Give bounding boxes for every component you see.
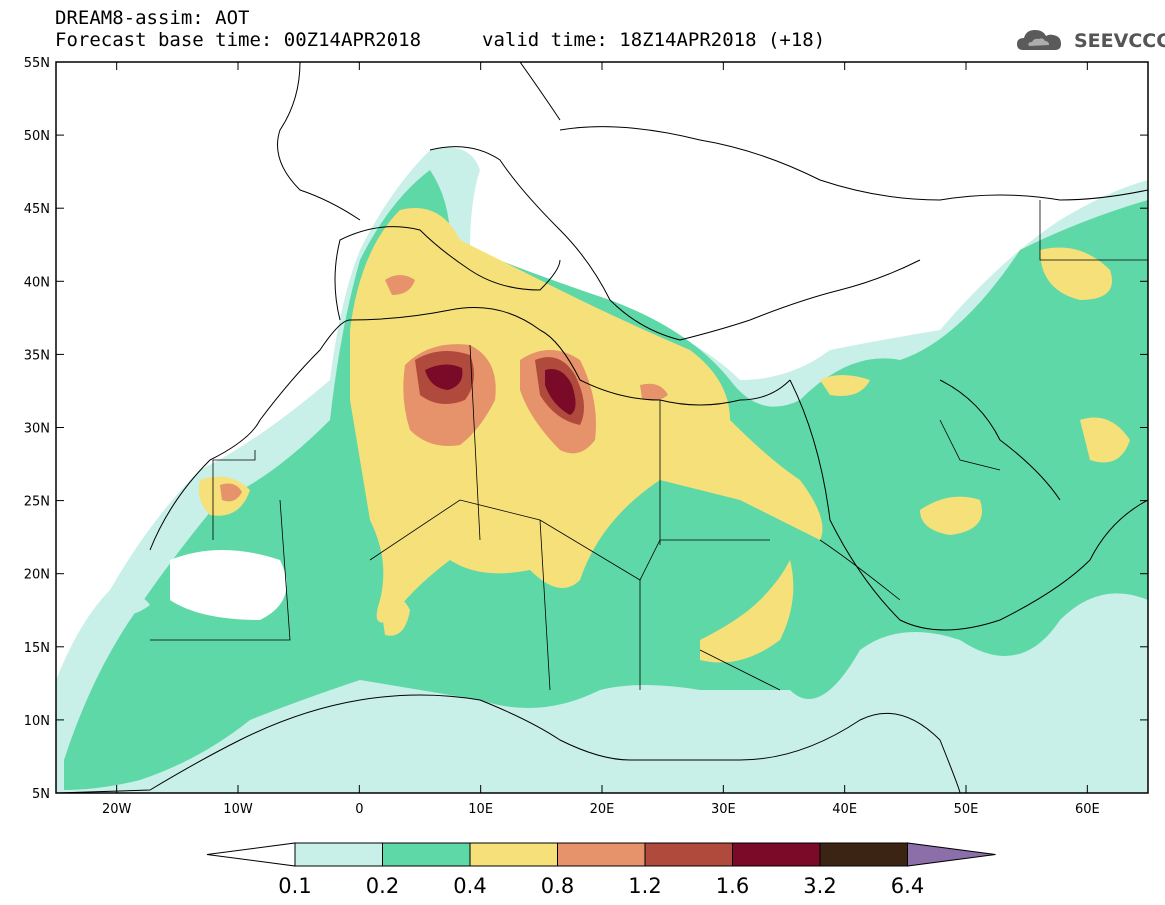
lat-tick-label: 30N (24, 422, 50, 437)
legend-level-label: 1.2 (628, 874, 661, 898)
legend-level-label: 0.1 (278, 874, 311, 898)
lat-tick-label: 10N (24, 714, 50, 729)
legend-level-label: 0.2 (366, 874, 399, 898)
legend-level-label: 3.2 (803, 874, 836, 898)
legend-swatch (382, 842, 471, 867)
lat-tick-label: 55N (24, 56, 50, 71)
lat-tick-label: 35N (24, 348, 50, 363)
lon-tick-label: 20E (590, 802, 615, 817)
map-title: DREAM8-assim: AOT (55, 7, 250, 29)
legend-level-label: 0.8 (541, 874, 574, 898)
legend-arrow-low (206, 842, 296, 867)
legend-level-label: 0.4 (453, 874, 486, 898)
lat-tick-label: 50N (24, 129, 50, 144)
lat-tick-label: 20N (24, 568, 50, 583)
lon-tick-label: 10W (223, 802, 253, 817)
lon-tick-label: 20W (102, 802, 132, 817)
country-borders (150, 200, 1148, 691)
legend-swatch (644, 842, 733, 867)
lon-tick-label: 30E (711, 802, 736, 817)
lat-tick-label: 45N (24, 202, 50, 217)
lon-tick-label: 40E (832, 802, 857, 817)
lat-tick-label: 15N (24, 641, 50, 656)
legend-swatch (469, 842, 558, 867)
legend-swatch (819, 842, 908, 867)
cloud-logo-icon (1017, 30, 1061, 50)
legend-swatch (732, 842, 821, 867)
lat-tick-label: 25N (24, 495, 50, 510)
legend-swatch (557, 842, 646, 867)
logo-text: SEEVCCC (1074, 30, 1165, 52)
legend-level-label: 6.4 (891, 874, 924, 898)
lat-tick-label: 40N (24, 275, 50, 290)
legend-arrow-high (907, 842, 996, 867)
forecast-base-time: Forecast base time: 00Z14APR2018 (55, 29, 422, 51)
coastlines (56, 62, 1148, 793)
lat-tick-label: 5N (32, 787, 50, 802)
lon-tick-label: 60E (1075, 802, 1100, 817)
lon-tick-label: 10E (468, 802, 493, 817)
lon-tick-label: 0 (355, 802, 363, 817)
longitude-ticks: 20W 10W 0 10E 20E 30E 40E 50E 60E (102, 62, 1100, 817)
lon-tick-label: 50E (954, 802, 979, 817)
legend-swatch (294, 842, 383, 867)
latitude-ticks: 55N 50N 45N 40N 35N 30N 25N 20N 15N 10N 5N (24, 56, 1148, 802)
valid-time: valid time: 18Z14APR2018 (+18) (482, 29, 826, 51)
legend-level-label: 1.6 (716, 874, 749, 898)
aot-contours (56, 147, 1148, 793)
